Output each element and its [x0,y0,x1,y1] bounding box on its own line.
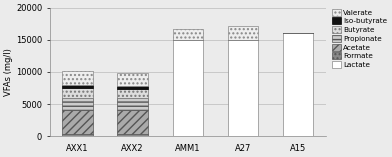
Bar [172,40,203,136]
Bar [62,85,93,88]
Bar [118,111,148,134]
Bar [118,73,148,86]
Bar [118,98,148,111]
Bar [118,86,148,89]
Bar [118,89,148,98]
Bar [62,134,93,136]
Bar [228,40,258,136]
Bar [283,33,313,136]
Y-axis label: VFAs (mg/l): VFAs (mg/l) [4,48,13,96]
Bar [62,71,93,85]
Bar [62,88,93,98]
Bar [118,134,148,136]
Bar [228,26,258,40]
Bar [62,98,93,111]
Legend: Valerate, Iso-butyrate, Butyrate, Propionate, Acetate, Formate, Lactate: Valerate, Iso-butyrate, Butyrate, Propio… [332,9,388,68]
Bar [62,111,93,134]
Bar [172,29,203,40]
